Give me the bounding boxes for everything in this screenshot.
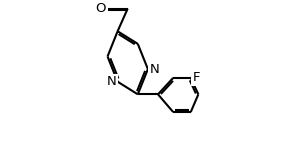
Text: F: F bbox=[192, 71, 200, 84]
Text: N: N bbox=[150, 63, 159, 76]
Text: N: N bbox=[106, 75, 116, 88]
Text: O: O bbox=[95, 2, 106, 15]
